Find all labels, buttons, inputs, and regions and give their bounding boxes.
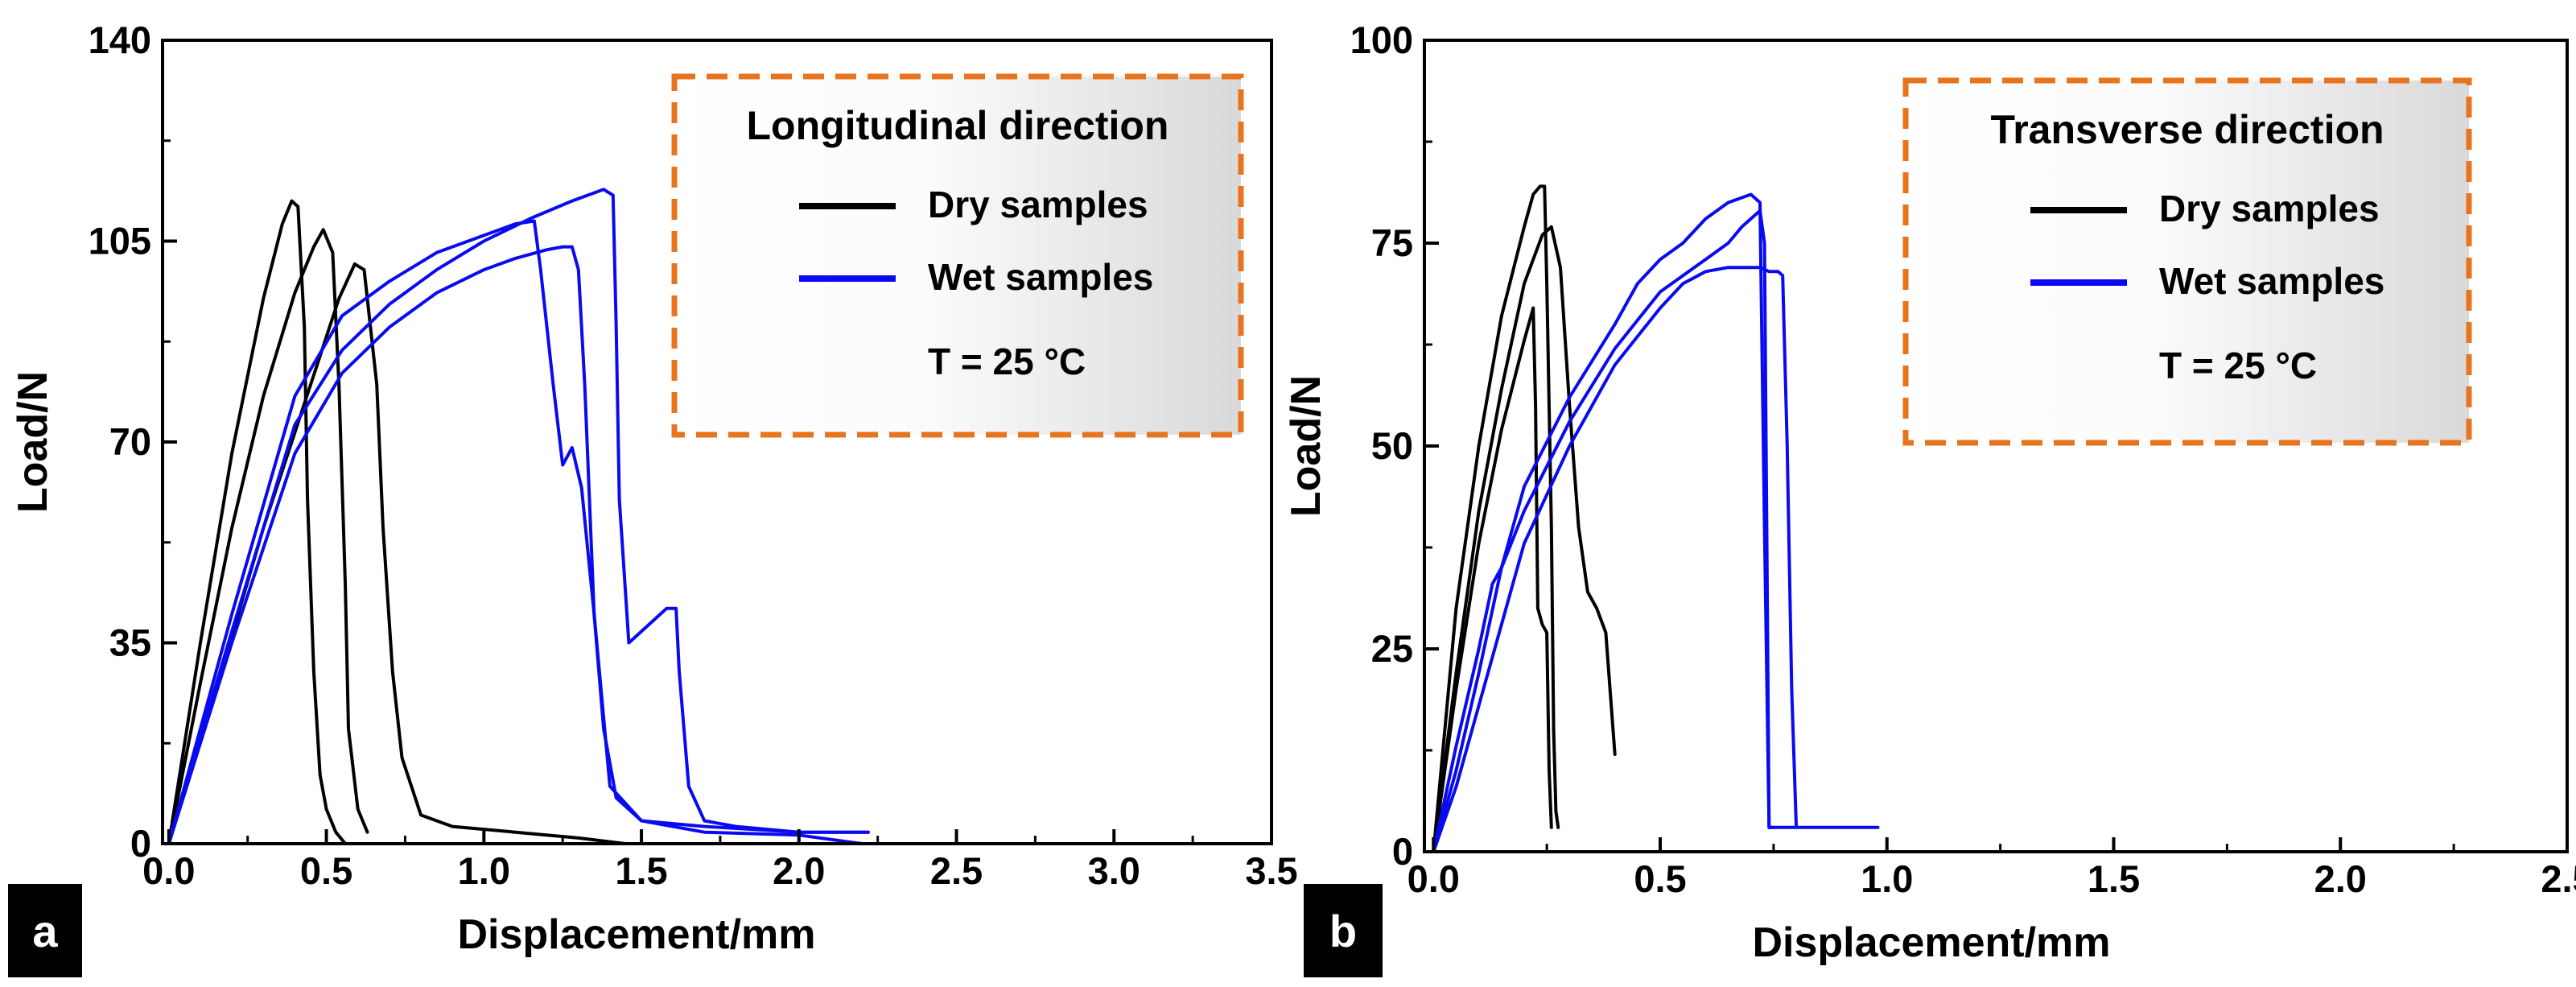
- x-tick-label: 0.0: [1408, 857, 1460, 900]
- panel-badge: [1304, 884, 1383, 977]
- curve-dry-1: [1432, 184, 1560, 853]
- x-tick-label: 2.5: [2541, 857, 2576, 900]
- x-tick-label: 3.0: [1088, 849, 1140, 892]
- curve-wet-4: [1432, 209, 1880, 853]
- x-tick-label: 1.0: [458, 849, 510, 892]
- y-tick-label: 0: [130, 822, 151, 865]
- curve-wet-6: [1432, 266, 1799, 853]
- y-axis-title: Load/N: [1283, 375, 1329, 517]
- x-axis-title: Displacement/mm: [457, 911, 815, 958]
- chart-panel-a: 0.0 0.5 1.0 1.5 2.0 2.5 3.0 3.5 0 35 70 105 140 Displ…: [8, 19, 1298, 977]
- curve-dry-3: [1432, 225, 1617, 853]
- y-tick-label: 25: [1371, 627, 1413, 670]
- legend-border: [671, 73, 1244, 438]
- x-tick-label: 1.5: [615, 849, 667, 892]
- panel-letter: b: [1329, 906, 1357, 956]
- legend-box: Transverse direction Dry samples Wet sampl…: [1902, 77, 2472, 446]
- legend-label-dry: Dry samples: [2159, 188, 2380, 229]
- y-tick-label: 105: [89, 220, 151, 262]
- temperature-note: T = 25 °C: [2159, 345, 2317, 386]
- y-tick-label: 100: [1350, 19, 1413, 61]
- curve-dry-3: [167, 262, 628, 845]
- x-tick-label: 1.5: [2088, 857, 2140, 900]
- curve-wet-5: [167, 245, 870, 845]
- curve-wet-6: [167, 188, 870, 845]
- legend-label-wet: Wet samples: [928, 256, 1153, 298]
- panel-badge: [8, 884, 82, 977]
- curve-wet-5: [1432, 192, 1775, 853]
- legend-box: Longitudinal direction Dry samples Wet sam…: [671, 73, 1244, 438]
- x-axis-title: Displacement/mm: [1752, 919, 2110, 966]
- y-tick-label: 75: [1371, 221, 1413, 264]
- legend-label-dry: Dry samples: [928, 184, 1148, 225]
- x-tick-label: 1.0: [1861, 857, 1913, 900]
- curve-dry-1: [167, 199, 348, 845]
- x-tick-label: 2.0: [773, 849, 825, 892]
- legend-title: Longitudinal direction: [747, 103, 1169, 148]
- x-tick-label: 3.5: [1245, 849, 1297, 892]
- y-tick-label: 50: [1371, 424, 1413, 467]
- y-tick-label: 70: [109, 420, 151, 463]
- y-tick-label: 0: [1392, 830, 1413, 873]
- panel-letter: a: [32, 906, 58, 956]
- y-tick-label: 35: [109, 622, 151, 664]
- legend-title: Transverse direction: [1990, 107, 2384, 152]
- x-tick-label: 2.0: [2314, 857, 2367, 900]
- temperature-note: T = 25 °C: [928, 341, 1086, 382]
- curve-dry-2: [1432, 306, 1553, 853]
- x-tick-label: 0.5: [1634, 857, 1686, 900]
- legend-border: [1902, 77, 2472, 446]
- x-tick-label: 0.0: [142, 849, 195, 892]
- x-tick-label: 0.5: [300, 849, 352, 892]
- curve-dry-2: [167, 228, 369, 845]
- y-axis-title: Load/N: [10, 371, 56, 513]
- chart-panel-b: 0.0 0.5 1.0 1.5 2.0 2.5 0 25 50 75 100 Displacement…: [1283, 19, 2576, 977]
- x-tick-label: 2.5: [930, 849, 983, 892]
- y-tick-label: 140: [89, 19, 151, 61]
- legend-label-wet: Wet samples: [2159, 260, 2384, 302]
